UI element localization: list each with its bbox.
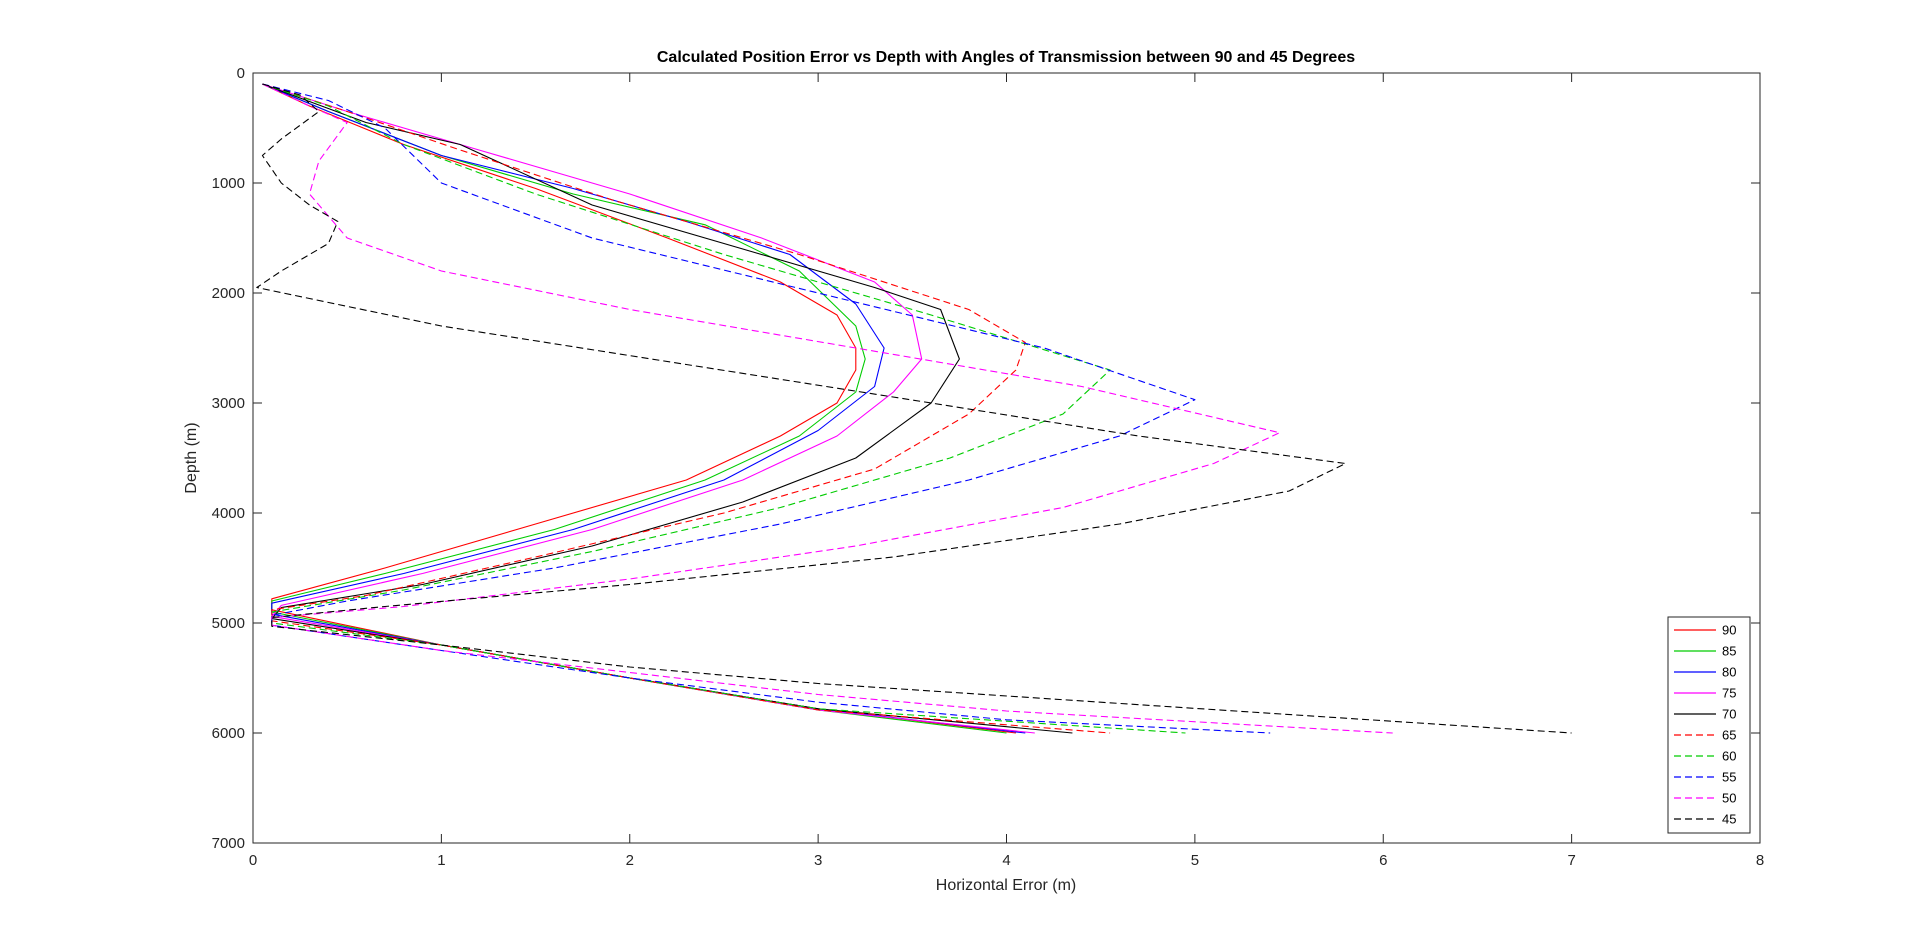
x-tick-label: 8: [1756, 852, 1764, 869]
series-line-65: [262, 83, 1111, 734]
legend-label-60: 60: [1722, 749, 1736, 764]
series-lines: [256, 83, 1572, 734]
y-tick-label: 3000: [212, 395, 245, 412]
legend-label-55: 55: [1722, 770, 1736, 785]
legend-label-90: 90: [1722, 623, 1736, 638]
y-axis-label: Depth (m): [183, 422, 200, 493]
x-tick-label: 5: [1191, 852, 1199, 869]
legend-label-85: 85: [1722, 644, 1736, 659]
y-tick-label: 1000: [212, 175, 245, 192]
y-tick-label: 5000: [212, 615, 245, 632]
y-tick-label: 7000: [212, 835, 245, 852]
x-tick-label: 7: [1567, 852, 1575, 869]
x-tick-label: 0: [249, 852, 257, 869]
legend-label-80: 80: [1722, 665, 1736, 680]
legend-label-70: 70: [1722, 707, 1736, 722]
series-line-50: [262, 83, 1393, 734]
plot-frame: [252, 72, 1761, 844]
series-line-60: [262, 83, 1186, 734]
x-tick-label: 2: [626, 852, 634, 869]
legend-label-75: 75: [1722, 686, 1736, 701]
legend-label-45: 45: [1722, 812, 1736, 827]
x-axis-label: Horizontal Error (m): [936, 877, 1076, 894]
y-tick-label: 2000: [212, 285, 245, 302]
series-line-55: [262, 83, 1271, 734]
legend-label-65: 65: [1722, 728, 1736, 743]
y-tick-label: 4000: [212, 505, 245, 522]
x-tick-label: 4: [1002, 852, 1010, 869]
x-tick-label: 1: [437, 852, 445, 869]
x-tick-label: 6: [1379, 852, 1387, 869]
series-line-45: [256, 83, 1572, 734]
x-tick-label: 3: [814, 852, 822, 869]
legend: 90 85 80 75 70 65 60 55 50 45: [1667, 616, 1751, 834]
legend-box: [1667, 616, 1751, 834]
chart-title: Calculated Position Error vs Depth with …: [657, 49, 1355, 66]
y-tick-label: 6000: [212, 725, 245, 742]
y-tick-label: 0: [237, 65, 245, 82]
legend-label-50: 50: [1722, 791, 1736, 806]
